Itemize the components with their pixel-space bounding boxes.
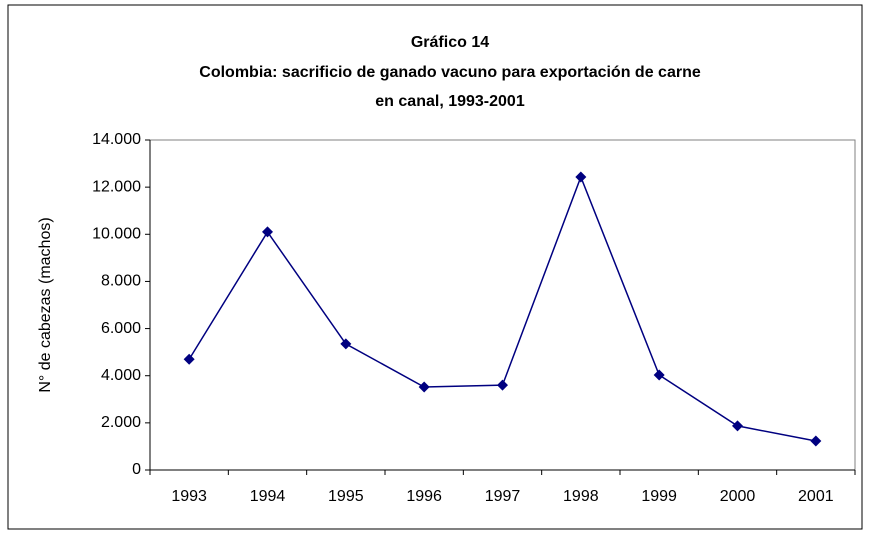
chart-title: Gráfico 14 — [411, 34, 489, 51]
x-tick-label: 1999 — [641, 488, 677, 505]
x-tick-label: 1998 — [563, 488, 599, 505]
x-tick-label: 1994 — [250, 488, 286, 505]
chart-title: Colombia: sacrificio de ganado vacuno pa… — [199, 64, 701, 81]
x-tick-label: 2000 — [720, 488, 756, 505]
data-point — [262, 226, 273, 238]
data-point — [575, 171, 587, 183]
x-tick-label: 1993 — [171, 488, 207, 505]
chart-title: en canal, 1993-2001 — [375, 93, 525, 110]
y-tick-label: 6.000 — [101, 320, 141, 337]
y-tick-label: 2.000 — [101, 414, 141, 431]
data-point — [418, 381, 430, 393]
data-point — [340, 338, 352, 350]
data-point — [810, 435, 822, 447]
y-axis-label: N° de cabezas (machos) — [37, 217, 54, 392]
y-tick-label: 12.000 — [92, 178, 141, 195]
x-tick-label: 1995 — [328, 488, 364, 505]
y-tick-label: 10.000 — [92, 226, 141, 243]
plot-area — [149, 139, 856, 471]
x-tick-label: 1996 — [406, 488, 442, 505]
y-tick-label: 4.000 — [101, 367, 141, 384]
x-tick-label: 2001 — [798, 488, 834, 505]
data-point — [183, 353, 195, 365]
data-point — [653, 369, 665, 381]
data-point — [732, 420, 743, 432]
x-tick-label: 1997 — [485, 488, 521, 505]
y-tick-label: 14.000 — [92, 131, 141, 148]
y-tick-label: 0 — [132, 461, 141, 478]
y-tick-label: 8.000 — [101, 273, 141, 290]
data-point — [497, 379, 508, 391]
